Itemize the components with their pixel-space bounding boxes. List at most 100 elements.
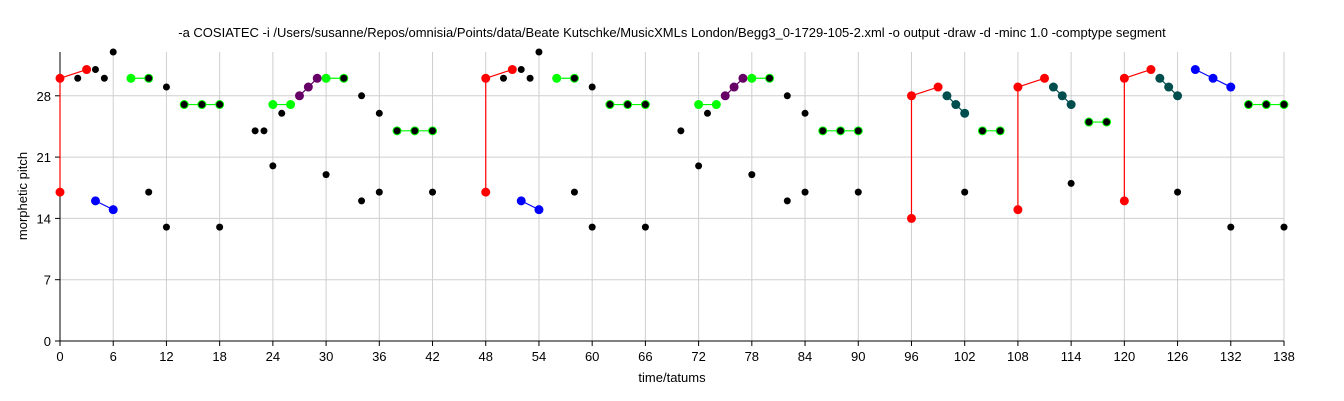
segment-point <box>933 82 943 92</box>
data-point <box>340 74 348 82</box>
x-tick-label: 84 <box>798 349 812 364</box>
data-point <box>499 74 507 82</box>
data-point <box>162 83 170 91</box>
data-point <box>198 101 206 109</box>
segment-point <box>738 73 748 83</box>
segment-point <box>960 108 970 118</box>
segment-point <box>1119 196 1129 206</box>
data-point <box>393 127 401 135</box>
segment-point <box>1164 82 1174 92</box>
segment-point <box>90 196 100 206</box>
segment-point <box>906 213 916 223</box>
segment-point <box>481 187 491 197</box>
data-point <box>695 162 703 170</box>
y-tick-label: 21 <box>37 150 51 165</box>
data-point <box>269 162 277 170</box>
data-point <box>588 83 596 91</box>
y-tick-labels: 0 7 14 21 28 <box>37 89 51 349</box>
data-point <box>358 197 366 205</box>
x-tick-label: 72 <box>691 349 705 364</box>
x-tick-label: 138 <box>1273 349 1295 364</box>
data-point <box>677 127 685 135</box>
data-point <box>358 92 366 100</box>
segment-point <box>1066 100 1076 110</box>
segment-point <box>1057 91 1067 101</box>
data-point <box>606 101 614 109</box>
data-point <box>1085 118 1093 126</box>
segment-point <box>1226 82 1236 92</box>
segment-point <box>507 65 517 75</box>
segment-point <box>534 205 544 215</box>
data-point <box>1262 101 1270 109</box>
segment-point <box>321 73 331 83</box>
segment-point <box>951 100 961 110</box>
data-point <box>180 101 188 109</box>
data-point <box>109 48 117 56</box>
data-point <box>801 109 809 117</box>
data-point <box>517 66 525 74</box>
data-points <box>74 48 1288 231</box>
chart-title: -a COSIATEC -i /Users/susanne/Repos/omni… <box>178 25 1166 40</box>
data-point <box>216 223 224 231</box>
data-point <box>535 48 543 56</box>
segment-point <box>1040 73 1050 83</box>
x-tick-label: 54 <box>532 349 546 364</box>
segment-point <box>312 73 322 83</box>
x-tick-label: 60 <box>585 349 599 364</box>
data-point <box>1280 223 1288 231</box>
x-tick-label: 120 <box>1113 349 1135 364</box>
data-point <box>978 127 986 135</box>
segment-point <box>1013 82 1023 92</box>
data-point <box>624 101 632 109</box>
segment-line <box>1123 68 1152 201</box>
data-point <box>783 92 791 100</box>
segment-point <box>942 91 952 101</box>
x-axis-label: time/tatums <box>638 370 706 385</box>
segment-point <box>552 73 562 83</box>
segment-point <box>711 100 721 110</box>
x-tick-label: 126 <box>1167 349 1189 364</box>
segment-point <box>747 73 757 83</box>
data-point <box>411 127 419 135</box>
pattern-segments <box>55 65 1289 223</box>
data-point <box>641 101 649 109</box>
data-point <box>837 127 845 135</box>
segment-point <box>1208 73 1218 83</box>
data-point <box>216 101 224 109</box>
data-point <box>1245 101 1253 109</box>
x-tick-label: 30 <box>319 349 333 364</box>
segment-point <box>1119 73 1129 83</box>
data-point <box>588 223 596 231</box>
segment-point <box>1146 65 1156 75</box>
data-point <box>766 74 774 82</box>
x-tick-label: 114 <box>1061 349 1082 364</box>
data-point <box>570 74 578 82</box>
segment-point <box>55 73 65 83</box>
x-tick-label: 12 <box>159 349 173 364</box>
y-tick-label: 14 <box>37 211 51 226</box>
x-tick-label: 18 <box>212 349 226 364</box>
data-point <box>429 188 437 196</box>
segment-point <box>82 65 92 75</box>
x-tick-label: 132 <box>1220 349 1242 364</box>
data-point <box>996 127 1004 135</box>
data-point <box>1103 118 1111 126</box>
data-point <box>162 223 170 231</box>
x-tick-label: 66 <box>638 349 652 364</box>
data-point <box>74 74 82 82</box>
data-point <box>251 127 259 135</box>
y-tick-label: 7 <box>44 273 51 288</box>
segment-point <box>108 205 118 215</box>
segment-point <box>1048 82 1058 92</box>
data-point <box>100 74 108 82</box>
data-point <box>570 188 578 196</box>
segment-point <box>906 91 916 101</box>
x-tick-label: 36 <box>372 349 386 364</box>
data-point <box>526 74 534 82</box>
y-tick-label: 0 <box>44 334 51 349</box>
segment-line <box>1017 77 1045 210</box>
x-tick-label: 108 <box>1007 349 1029 364</box>
segment-point <box>481 73 491 83</box>
segment-point <box>1190 65 1200 75</box>
